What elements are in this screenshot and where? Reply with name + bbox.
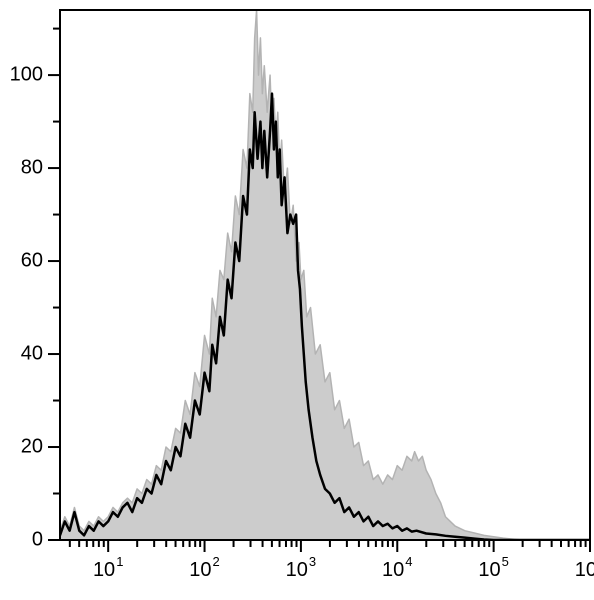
svg-text:20: 20 — [21, 435, 43, 457]
svg-text:106: 106 — [575, 554, 594, 581]
svg-text:40: 40 — [21, 342, 43, 364]
svg-text:100: 100 — [10, 63, 43, 85]
chart-svg: 020406080100101102103104105106 — [0, 0, 594, 600]
svg-text:60: 60 — [21, 249, 43, 271]
histogram-chart: 020406080100101102103104105106 — [0, 0, 594, 600]
svg-text:80: 80 — [21, 156, 43, 178]
svg-text:0: 0 — [32, 528, 43, 550]
